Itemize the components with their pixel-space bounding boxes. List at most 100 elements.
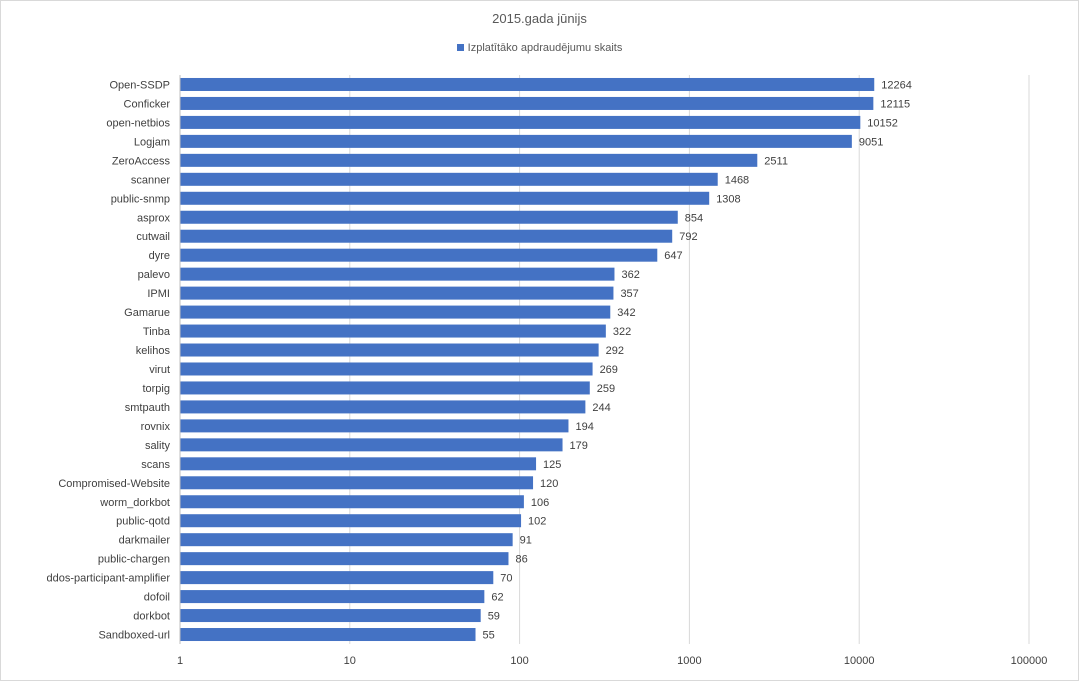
- chart-legend: Izplatītāko apdraudējumu skaits: [1, 42, 1078, 54]
- bar: [180, 400, 586, 414]
- data-label: 55: [483, 630, 495, 642]
- bar: [180, 267, 615, 281]
- bar: [180, 210, 678, 224]
- data-label: 86: [515, 554, 527, 566]
- data-label: 10152: [867, 117, 898, 129]
- data-label: 292: [606, 345, 624, 357]
- category-label: public-qotd: [116, 516, 170, 528]
- data-label: 12264: [881, 79, 912, 91]
- bar: [180, 457, 537, 471]
- category-label: asprox: [137, 212, 171, 224]
- data-label: 269: [600, 364, 618, 376]
- data-label: 322: [613, 326, 631, 338]
- x-tick-label: 1: [177, 655, 183, 667]
- category-label: smtpauth: [125, 402, 170, 414]
- category-label: kelihos: [136, 345, 171, 357]
- category-label: scans: [141, 459, 170, 471]
- data-label: 244: [592, 402, 610, 414]
- bar: [180, 248, 658, 262]
- category-label: dorkbot: [133, 611, 170, 623]
- category-label: Compromised-Website: [58, 478, 170, 490]
- category-label: dyre: [149, 250, 170, 262]
- category-label: torpig: [142, 383, 170, 395]
- bar: [180, 628, 476, 642]
- data-label: 9051: [859, 136, 883, 148]
- data-label: 125: [543, 459, 561, 471]
- bar: [180, 514, 522, 528]
- bar: [180, 438, 563, 452]
- x-tick-label: 1000: [677, 655, 701, 667]
- bar: [180, 476, 534, 490]
- bar: [180, 343, 599, 357]
- category-label: cutwail: [136, 231, 170, 243]
- data-label: 259: [597, 383, 615, 395]
- category-label: darkmailer: [119, 535, 171, 547]
- bar: [180, 77, 875, 91]
- bar: [180, 533, 513, 547]
- x-tick-label: 10: [344, 655, 356, 667]
- data-label: 854: [685, 212, 703, 224]
- category-label: dofoil: [144, 592, 170, 604]
- category-label: Tinba: [143, 326, 171, 338]
- data-label: 792: [679, 231, 697, 243]
- bar: [180, 153, 758, 167]
- data-label: 91: [520, 535, 532, 547]
- category-label: Open-SSDP: [109, 79, 170, 91]
- bar: [180, 172, 718, 186]
- data-label: 106: [531, 497, 549, 509]
- x-tick-label: 10000: [844, 655, 875, 667]
- category-label: worm_dorkbot: [99, 497, 170, 509]
- data-label: 12115: [880, 98, 910, 110]
- legend-swatch: [456, 44, 464, 51]
- category-label: scanner: [131, 174, 170, 186]
- data-label: 59: [488, 611, 500, 623]
- data-label: 357: [620, 288, 638, 300]
- data-label: 1468: [725, 174, 749, 186]
- bar: [180, 571, 494, 585]
- bar: [180, 305, 611, 319]
- bar: [180, 286, 614, 300]
- data-label: 62: [491, 592, 503, 604]
- legend-label: Izplatītāko apdraudējumu skaits: [467, 42, 623, 54]
- category-label: ZeroAccess: [112, 155, 171, 167]
- x-tick-label: 100000: [1011, 655, 1048, 667]
- bar: [180, 552, 509, 566]
- category-label: virut: [149, 364, 170, 376]
- category-label: Gamarue: [124, 307, 170, 319]
- data-label: 120: [540, 478, 558, 490]
- bar: [180, 495, 524, 509]
- bar: [180, 96, 874, 110]
- category-label: public-chargen: [98, 554, 170, 566]
- category-label: open-netbios: [106, 117, 170, 129]
- category-label: Conficker: [124, 98, 171, 110]
- category-label: sality: [145, 440, 171, 452]
- bar: [180, 229, 673, 243]
- bar: [180, 134, 852, 148]
- bar: [180, 191, 710, 205]
- category-label: ddos-participant-amplifier: [47, 573, 171, 585]
- data-label: 2511: [764, 155, 788, 167]
- bar: [180, 381, 590, 395]
- data-label: 179: [570, 440, 588, 452]
- bar: [180, 324, 606, 338]
- x-tick-label: 100: [510, 655, 528, 667]
- category-label: Logjam: [134, 136, 170, 148]
- data-label: 1308: [716, 193, 740, 205]
- bar: [180, 115, 861, 129]
- data-label: 102: [528, 516, 546, 528]
- category-label: Sandboxed-url: [98, 630, 170, 642]
- data-label: 342: [617, 307, 635, 319]
- bar: [180, 419, 569, 433]
- bar: [180, 609, 481, 623]
- category-label: public-snmp: [111, 193, 170, 205]
- bar: [180, 590, 485, 604]
- bar: [180, 362, 593, 376]
- category-label: palevo: [138, 269, 170, 281]
- category-label: IPMI: [147, 288, 170, 300]
- category-label: rovnix: [141, 421, 171, 433]
- data-label: 647: [664, 250, 682, 262]
- data-label: 70: [500, 573, 512, 585]
- data-label: 194: [575, 421, 593, 433]
